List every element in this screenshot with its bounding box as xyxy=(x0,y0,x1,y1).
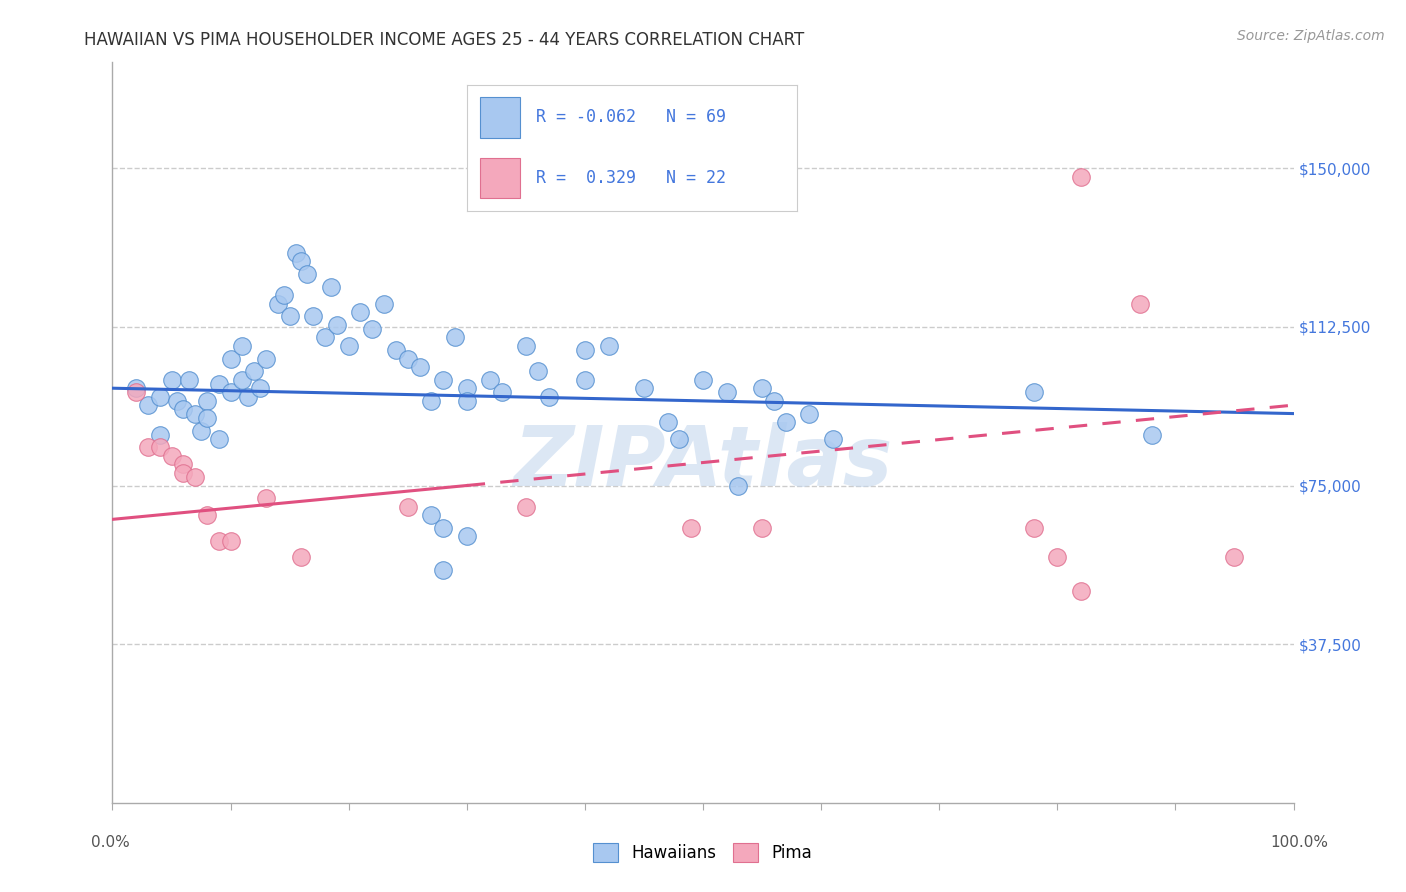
Point xyxy=(172,466,194,480)
Point xyxy=(396,500,419,514)
Point xyxy=(231,373,253,387)
Point xyxy=(160,373,183,387)
Point xyxy=(515,339,537,353)
Point xyxy=(1046,550,1069,565)
Point xyxy=(195,508,218,522)
Point xyxy=(491,385,513,400)
Point xyxy=(420,508,443,522)
Point xyxy=(238,390,260,404)
Point xyxy=(243,364,266,378)
Point xyxy=(373,296,395,310)
Text: Source: ZipAtlas.com: Source: ZipAtlas.com xyxy=(1237,29,1385,43)
Point xyxy=(456,393,478,408)
Point xyxy=(337,339,360,353)
Point xyxy=(326,318,349,332)
Point xyxy=(538,390,561,404)
Point xyxy=(166,393,188,408)
Point xyxy=(231,339,253,353)
Point xyxy=(657,415,679,429)
Point xyxy=(290,254,312,268)
Point xyxy=(302,310,325,324)
Point xyxy=(598,339,620,353)
Point xyxy=(290,550,312,565)
Point xyxy=(420,393,443,408)
Point xyxy=(349,305,371,319)
Point xyxy=(479,373,502,387)
Point xyxy=(1070,584,1092,599)
Point xyxy=(1223,550,1246,565)
Point xyxy=(195,410,218,425)
Point xyxy=(125,385,148,400)
Point xyxy=(149,441,172,455)
Point xyxy=(208,432,231,446)
Point xyxy=(456,381,478,395)
Point xyxy=(633,381,655,395)
Point xyxy=(284,245,307,260)
Point xyxy=(273,288,295,302)
Point xyxy=(190,424,212,438)
Point xyxy=(361,322,384,336)
Text: HAWAIIAN VS PIMA HOUSEHOLDER INCOME AGES 25 - 44 YEARS CORRELATION CHART: HAWAIIAN VS PIMA HOUSEHOLDER INCOME AGES… xyxy=(84,31,804,49)
Point xyxy=(208,376,231,391)
Point xyxy=(179,373,201,387)
Point xyxy=(515,500,537,514)
Point xyxy=(195,393,218,408)
Point xyxy=(149,427,172,442)
Point xyxy=(668,432,690,446)
Point xyxy=(799,407,821,421)
Point xyxy=(821,432,844,446)
Text: ZIPAtlas: ZIPAtlas xyxy=(513,422,893,503)
Point xyxy=(160,449,183,463)
Point xyxy=(297,267,319,281)
Point xyxy=(249,381,271,395)
Point xyxy=(408,359,430,374)
Point xyxy=(184,407,207,421)
Point xyxy=(456,529,478,543)
Point xyxy=(526,364,548,378)
Point xyxy=(172,458,194,472)
Point xyxy=(432,563,454,577)
Point xyxy=(762,393,785,408)
Point xyxy=(278,310,301,324)
Point xyxy=(267,296,290,310)
Point xyxy=(385,343,408,358)
Point xyxy=(219,533,242,548)
Point xyxy=(219,385,242,400)
Legend: Hawaiians, Pima: Hawaiians, Pima xyxy=(586,836,820,869)
Point xyxy=(432,373,454,387)
Point xyxy=(1022,385,1045,400)
Point xyxy=(432,521,454,535)
Point xyxy=(444,330,467,344)
Point xyxy=(751,381,773,395)
Point xyxy=(727,478,749,492)
Point xyxy=(136,441,159,455)
Text: 0.0%: 0.0% xyxy=(91,836,131,850)
Point xyxy=(396,351,419,366)
Point xyxy=(1129,296,1152,310)
Point xyxy=(1022,521,1045,535)
Point xyxy=(681,521,703,535)
Text: 100.0%: 100.0% xyxy=(1271,836,1329,850)
Point xyxy=(319,279,342,293)
Point xyxy=(775,415,797,429)
Point xyxy=(751,521,773,535)
Point xyxy=(149,390,172,404)
Point xyxy=(184,470,207,484)
Point xyxy=(254,491,277,506)
Point xyxy=(172,402,194,417)
Point xyxy=(208,533,231,548)
Point xyxy=(574,373,596,387)
Point xyxy=(219,351,242,366)
Point xyxy=(1070,169,1092,184)
Point xyxy=(716,385,738,400)
Point xyxy=(692,373,714,387)
Point xyxy=(1140,427,1163,442)
Point xyxy=(254,351,277,366)
Point xyxy=(314,330,336,344)
Point xyxy=(574,343,596,358)
Point xyxy=(125,381,148,395)
Point xyxy=(136,398,159,412)
